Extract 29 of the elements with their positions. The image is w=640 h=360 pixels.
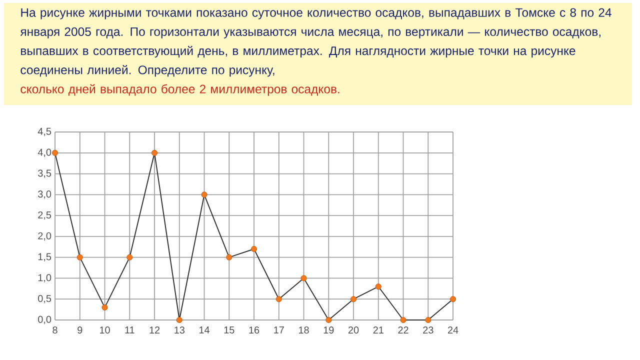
x-tick-label: 17 xyxy=(274,326,284,334)
x-tick-label: 13 xyxy=(174,326,184,334)
y-tick-label: 3,5 xyxy=(38,170,52,178)
x-tick-label: 10 xyxy=(100,326,110,334)
x-tick-label: 18 xyxy=(298,326,309,334)
x-tick-label: 11 xyxy=(125,326,134,334)
x-tick-label: 20 xyxy=(348,326,359,334)
y-tick-label: 4,5 xyxy=(38,128,52,136)
x-tick-label: 12 xyxy=(150,326,160,334)
chart-title: На рисунке жирными точками показано суточное количество осадков, выпадавших в Томске с 8 по 24 января 2005 года. По горизонтали указываются числа месяца, по вертикали — количество осадков, выпавших в соответствующий день, в миллиметрах. Для наглядности жирные точки на рисунке соединены линией. Определите по рисунку, xyxy=(20,8,612,77)
y-tick-label: 0,5 xyxy=(38,295,52,304)
x-tick-label: 22 xyxy=(398,326,408,334)
y-tick-label: 0,0 xyxy=(38,316,52,324)
x-tick-label: 24 xyxy=(448,326,458,334)
y-tick-label: 1,0 xyxy=(38,274,52,282)
y-tick-label: 2,0 xyxy=(38,232,52,241)
y-tick-label: 3,0 xyxy=(38,190,52,199)
y-tick-label: 2,5 xyxy=(38,211,52,220)
x-tick-label: 8 xyxy=(52,326,58,334)
y-tick-label: 4,0 xyxy=(38,148,52,158)
x-tick-label: 15 xyxy=(224,326,234,334)
x-tick-label: 21 xyxy=(373,326,384,334)
x-tick-label: 19 xyxy=(324,326,334,334)
x-tick-label: 14 xyxy=(199,326,210,334)
chart-subtitle: сколько дней выпадало более 2 миллиметров осадков. xyxy=(20,84,340,96)
x-tick-label: 9 xyxy=(78,326,82,334)
y-tick-label: 1,5 xyxy=(38,253,52,262)
x-tick-label: 16 xyxy=(249,326,260,334)
x-tick-label: 23 xyxy=(423,326,434,334)
